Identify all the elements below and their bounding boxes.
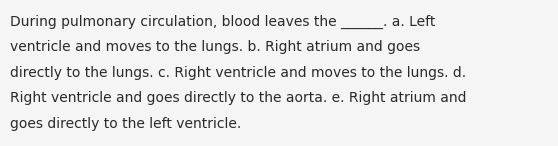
Text: directly to the lungs. c. Right ventricle and moves to the lungs. d.: directly to the lungs. c. Right ventricl… (10, 66, 466, 80)
Text: Right ventricle and goes directly to the aorta. e. Right atrium and: Right ventricle and goes directly to the… (10, 91, 466, 105)
Text: ventricle and moves to the lungs. b. Right atrium and goes: ventricle and moves to the lungs. b. Rig… (10, 40, 420, 54)
Text: During pulmonary circulation, blood leaves the ______. a. Left: During pulmonary circulation, blood leav… (10, 15, 435, 29)
Text: goes directly to the left ventricle.: goes directly to the left ventricle. (10, 117, 241, 131)
